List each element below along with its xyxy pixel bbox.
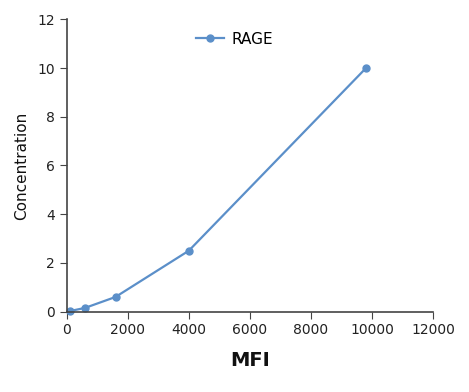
X-axis label: MFI: MFI [230, 351, 270, 370]
RAGE [82, 306, 88, 310]
RAGE [67, 309, 73, 314]
RAGE [113, 295, 118, 299]
RAGE [186, 249, 192, 253]
Line: RAGE: RAGE [66, 65, 370, 314]
Y-axis label: Concentration: Concentration [14, 111, 29, 220]
RAGE [363, 66, 369, 71]
Legend: RAGE: RAGE [191, 27, 278, 51]
